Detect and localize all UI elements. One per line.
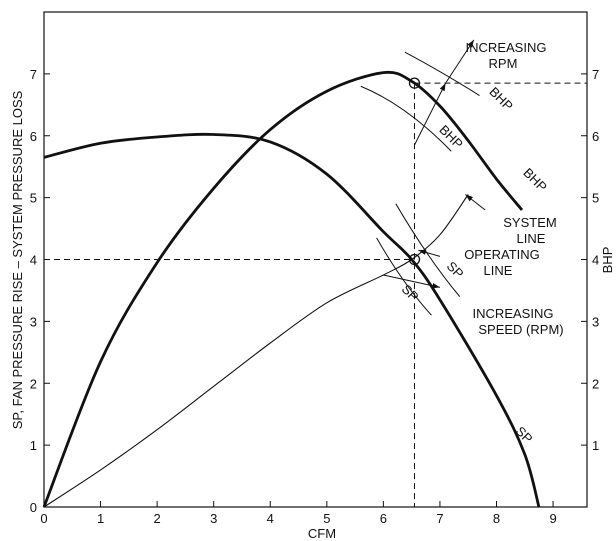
y-tick-label-right: 1 (592, 438, 599, 453)
y-tick-label-right: 7 (592, 67, 599, 82)
operating-point-marker (408, 253, 421, 266)
y-axis-label-left: SP, FAN PRESSURE RISE – SYSTEM PRESSURE … (10, 90, 25, 429)
bhp-label-1: BHP (486, 84, 516, 114)
bhp-alt-curve-upper (404, 51, 480, 96)
sp-label-1: SP (444, 258, 467, 281)
x-tick-label: 0 (40, 511, 47, 526)
x-tick-label: 9 (549, 511, 556, 526)
x-tick-label: 3 (210, 511, 217, 526)
y-tick-label-right: 3 (592, 314, 599, 329)
sp-alt-curve-left (376, 237, 432, 316)
x-tick-label: 1 (97, 511, 104, 526)
y-tick-label-right: 5 (592, 191, 599, 206)
x-tick-label: 2 (154, 511, 161, 526)
y-tick-label-left: 3 (30, 314, 37, 329)
increasing-speed-label-1: INCREASING (473, 306, 554, 321)
x-tick-label: 8 (493, 511, 500, 526)
system-line-arrow-head (465, 194, 474, 202)
y-tick-label-left: 4 (30, 253, 37, 268)
bhp-label-3: BHP (520, 165, 550, 195)
y-tick-label-left: 7 (30, 67, 37, 82)
x-tick-label: 4 (267, 511, 274, 526)
y-tick-label-right: 6 (592, 129, 599, 144)
y-tick-label-left: 2 (30, 376, 37, 391)
x-tick-label: 6 (380, 511, 387, 526)
bhp-label-2: BHP (436, 122, 466, 152)
y-tick-label-left: 6 (30, 129, 37, 144)
bhp-curve (42, 70, 524, 508)
plot-frame (43, 11, 588, 508)
increasing-rpm-arrow-head (439, 83, 446, 92)
x-tick-label: 5 (323, 511, 330, 526)
operating-line-arrow-head (418, 249, 427, 255)
y-tick-label-right: 2 (592, 376, 599, 391)
increasing-rpm-label-1: INCREASING (466, 40, 547, 55)
y-tick-label-left: 5 (30, 191, 37, 206)
sp-alt-curve-right (395, 203, 461, 297)
system-line-label-1: SYSTEM (503, 215, 556, 230)
increasing-rpm-arrow-upper-head (467, 39, 474, 48)
sp-label-3: SP (513, 423, 536, 446)
operating-line-label-1: OPERATING (464, 247, 540, 262)
y-tick-label-left: 0 (30, 500, 37, 515)
system-curve (43, 194, 469, 508)
increasing-speed-arrow-shaft (383, 274, 441, 288)
increasing-speed-label-2: SPEED (RPM) (478, 322, 563, 337)
bhp-point-marker (408, 77, 421, 89)
curves (42, 70, 541, 508)
increasing-rpm-arrow-upper-shaft (445, 39, 475, 84)
operating-line-label-2: LINE (484, 263, 513, 278)
x-axis-label: CFM (308, 526, 336, 541)
increasing-rpm-arrow-shaft (414, 82, 447, 146)
bhp-alt-curve-lower (360, 85, 452, 152)
y-tick-label-right: 4 (592, 253, 599, 268)
x-tick-label: 7 (436, 511, 443, 526)
y-axis-label-right: BHP (600, 247, 615, 274)
system-line-label-2: LINE (517, 231, 546, 246)
y-tick-label-left: 1 (30, 438, 37, 453)
overlay (44, 39, 587, 507)
axis-ticks: 0 1 2 3 4 5 6 7 8 9 0 1 2 3 4 5 6 7 1 2 3 4 5 6 7 (30, 67, 599, 526)
sp-curve (43, 132, 541, 508)
increasing-rpm-label-2: RPM (489, 56, 518, 71)
sp-label-2: SP (399, 281, 422, 304)
increasing-speed-arrow-head (432, 283, 440, 289)
